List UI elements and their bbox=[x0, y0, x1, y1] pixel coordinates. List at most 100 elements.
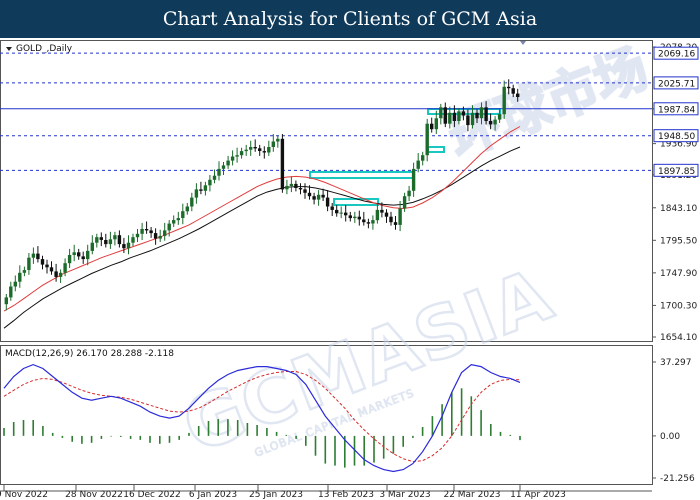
candle bbox=[416, 153, 420, 173]
candle-body bbox=[176, 218, 180, 221]
candle-body bbox=[488, 121, 493, 125]
instrument-label: GOLD_,Daily bbox=[16, 44, 73, 54]
candle bbox=[253, 139, 257, 152]
candle-body bbox=[239, 151, 244, 156]
candle bbox=[194, 183, 199, 204]
candle-body bbox=[249, 147, 253, 150]
collapse-triangle-icon[interactable] bbox=[6, 47, 12, 51]
candle-body bbox=[366, 222, 371, 224]
macd-main-line bbox=[3, 363, 521, 473]
candle bbox=[380, 202, 384, 218]
candle bbox=[511, 84, 515, 98]
candle bbox=[335, 205, 339, 217]
candle-body bbox=[203, 185, 208, 191]
candle bbox=[325, 190, 330, 212]
candle bbox=[18, 265, 22, 288]
macd-histogram-bar bbox=[451, 392, 453, 436]
candle bbox=[167, 220, 171, 237]
candle bbox=[344, 205, 348, 222]
candle bbox=[298, 183, 303, 195]
candle-body bbox=[135, 233, 140, 238]
candle bbox=[276, 135, 280, 148]
candle bbox=[63, 258, 67, 277]
page-title: Chart Analysis for Clients of GCM Asia bbox=[162, 8, 538, 30]
candle-body bbox=[131, 237, 135, 243]
candle bbox=[249, 140, 253, 156]
candle bbox=[285, 179, 289, 195]
candle bbox=[117, 230, 122, 248]
level-tag-label: 2069.16 bbox=[658, 50, 695, 60]
candle-body bbox=[307, 192, 312, 197]
candle bbox=[411, 162, 416, 197]
candle-body bbox=[72, 252, 76, 255]
candle-body bbox=[117, 235, 122, 245]
candle-body bbox=[375, 209, 380, 221]
macd-histogram-bar bbox=[266, 428, 268, 436]
candle bbox=[375, 203, 380, 224]
candle bbox=[45, 259, 49, 274]
candle-body bbox=[13, 281, 17, 287]
ma-slow-line bbox=[3, 146, 521, 329]
candle bbox=[348, 211, 352, 222]
price-panel[interactable] bbox=[0, 40, 653, 342]
candle bbox=[221, 162, 226, 175]
candle bbox=[439, 103, 443, 125]
macd-histogram-bar bbox=[490, 424, 492, 436]
candle bbox=[407, 185, 411, 201]
candle bbox=[493, 116, 497, 131]
candle bbox=[357, 210, 361, 226]
candle bbox=[430, 117, 434, 133]
candle-body bbox=[321, 194, 325, 198]
candle-body bbox=[430, 123, 434, 130]
macd-histogram-bar bbox=[246, 423, 249, 436]
candlesticks[interactable] bbox=[4, 79, 520, 311]
time-tick-label: 6 Jan 2023 bbox=[189, 490, 237, 500]
macd-histogram-bar bbox=[363, 435, 365, 466]
candle-body bbox=[421, 155, 425, 161]
candle-body bbox=[316, 194, 321, 200]
candle bbox=[199, 181, 203, 195]
candle-body bbox=[371, 220, 375, 224]
candle bbox=[158, 229, 162, 242]
time-tick-label: 9 Nov 2022 bbox=[0, 490, 48, 500]
chart-svg[interactable]: GCMASIA 环球市场 GLOBAL CAPITAL MARKETS GOLD… bbox=[0, 38, 700, 500]
candle-body bbox=[330, 206, 334, 210]
candle-body bbox=[226, 160, 230, 166]
macd-panel[interactable] bbox=[0, 345, 653, 485]
candle-body bbox=[67, 255, 72, 264]
macd-tick-label: -21.256 bbox=[660, 474, 695, 484]
macd-histogram-bar bbox=[178, 435, 180, 440]
candle-body bbox=[18, 272, 22, 282]
candle-body bbox=[58, 272, 63, 277]
candle-body bbox=[516, 93, 520, 97]
candle bbox=[452, 105, 457, 128]
macd-histogram-bar bbox=[236, 420, 239, 436]
candle bbox=[303, 183, 307, 199]
candle bbox=[126, 235, 131, 255]
candle bbox=[122, 237, 126, 253]
candle-body bbox=[163, 230, 167, 236]
candle bbox=[321, 188, 325, 201]
price-tick-label: 1843.10 bbox=[660, 204, 697, 214]
candle bbox=[289, 176, 294, 193]
time-axis: 9 Nov 2022 28 Nov 2022 16 Dec 2022 6 Jan 20… bbox=[0, 485, 566, 500]
candle bbox=[330, 203, 334, 216]
macd-histogram-bar bbox=[480, 410, 482, 436]
macd-histogram-bar bbox=[305, 435, 307, 446]
candle bbox=[31, 247, 36, 264]
candle-body bbox=[407, 190, 411, 197]
shift-marker-icon[interactable] bbox=[520, 41, 526, 45]
candle-body bbox=[31, 253, 36, 258]
candle-body bbox=[457, 111, 461, 121]
candle-body bbox=[416, 160, 420, 169]
candle bbox=[22, 266, 27, 277]
candle-body bbox=[298, 188, 303, 190]
macd-histogram-bar bbox=[51, 432, 54, 436]
candle-body bbox=[95, 237, 99, 243]
candle bbox=[434, 110, 438, 134]
candle bbox=[9, 281, 13, 301]
macd-histogram-bar bbox=[373, 435, 375, 463]
candle bbox=[366, 218, 371, 229]
candle-body bbox=[484, 107, 488, 121]
candle bbox=[316, 190, 321, 206]
